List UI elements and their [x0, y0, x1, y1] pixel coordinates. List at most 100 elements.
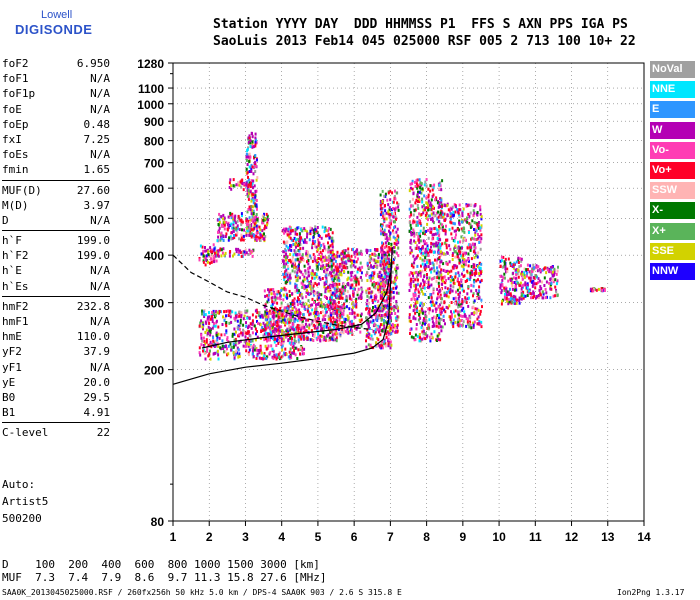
echo-point: [387, 333, 390, 337]
echo-point: [329, 264, 332, 268]
echo-point: [233, 234, 235, 237]
echo-point: [454, 309, 457, 313]
echo-point: [366, 287, 369, 291]
echo-point: [428, 311, 431, 315]
echo-point: [292, 253, 295, 257]
echo-point: [228, 321, 231, 325]
echo-point: [427, 251, 430, 255]
echo-point: [331, 256, 334, 260]
echo-point: [310, 286, 313, 290]
echo-point: [242, 344, 245, 348]
echo-point: [293, 341, 296, 345]
echo-point: [414, 333, 417, 337]
echo-point: [323, 336, 326, 339]
echo-point: [205, 258, 208, 262]
echo-point: [278, 340, 281, 343]
echo-point: [226, 336, 229, 340]
echo-point: [234, 343, 237, 347]
echo-point: [312, 289, 315, 293]
echo-point: [242, 238, 245, 242]
echo-point: [390, 290, 393, 294]
echo-point: [249, 221, 251, 225]
echo-point: [457, 240, 459, 244]
echo-point: [446, 214, 449, 218]
echo-point: [468, 222, 471, 226]
echo-point: [288, 276, 291, 280]
echo-point: [301, 324, 304, 327]
echo-point: [441, 223, 444, 227]
echo-point: [439, 307, 442, 311]
echo-point: [421, 262, 424, 266]
echo-point: [249, 155, 252, 159]
echo-point: [457, 318, 459, 322]
echo-point: [501, 278, 504, 282]
echo-point: [429, 227, 431, 231]
echo-point: [462, 226, 465, 230]
echo-point: [294, 353, 297, 357]
echo-point: [256, 235, 259, 239]
echo-point: [532, 282, 535, 286]
echo-point: [413, 234, 416, 238]
echo-point: [365, 273, 368, 277]
echo-point: [258, 356, 261, 360]
echo-point: [441, 282, 444, 286]
echo-point: [340, 287, 343, 291]
echo-point: [276, 296, 279, 300]
echo-point: [509, 287, 511, 291]
echo-point: [336, 315, 339, 319]
echo-point: [367, 311, 370, 315]
echo-point: [351, 308, 354, 312]
param-label: B0: [2, 390, 16, 404]
echo-point: [458, 258, 461, 262]
echo-point: [245, 251, 248, 255]
echo-point: [430, 198, 433, 202]
echo-point: [438, 256, 441, 259]
echo-point: [259, 315, 262, 319]
echo-point: [503, 272, 506, 276]
echo-point: [209, 261, 211, 265]
echo-point: [293, 236, 296, 240]
echo-point: [233, 316, 236, 320]
echo-point: [288, 317, 291, 321]
echo-point: [222, 247, 225, 251]
echo-point: [379, 276, 382, 280]
echo-point: [381, 323, 384, 327]
echo-point: [337, 300, 340, 304]
echo-point: [431, 216, 434, 220]
echo-point: [330, 264, 333, 268]
echo-point: [374, 309, 377, 313]
echo-point: [337, 276, 340, 280]
echo-point: [429, 208, 432, 211]
echo-point: [337, 288, 340, 292]
echo-point: [267, 315, 270, 319]
echo-point: [475, 310, 478, 314]
echo-point: [537, 277, 540, 281]
echo-point: [440, 198, 443, 202]
param-value: N/A: [90, 87, 110, 101]
echo-point: [254, 309, 257, 313]
echo-point: [419, 303, 422, 307]
echo-point: [338, 254, 341, 258]
echo-point: [315, 312, 318, 316]
echo-point: [253, 145, 255, 149]
echo-point: [267, 333, 270, 337]
echo-point: [535, 264, 538, 268]
echo-point: [393, 241, 396, 245]
echo-point: [226, 227, 229, 231]
echo-point: [369, 249, 372, 252]
echo-point: [255, 178, 258, 182]
echo-point: [504, 264, 507, 268]
echo-point: [351, 283, 354, 287]
echo-point: [256, 229, 259, 233]
echo-point: [345, 299, 348, 303]
echo-point: [480, 233, 483, 237]
echo-point: [305, 302, 308, 306]
echo-point: [251, 181, 254, 185]
echo-point: [247, 330, 250, 334]
echo-point: [417, 238, 420, 242]
echo-point: [307, 299, 310, 303]
echo-point: [220, 333, 223, 337]
echo-point: [245, 181, 248, 185]
echo-point: [201, 252, 204, 255]
echo-point: [294, 265, 297, 269]
